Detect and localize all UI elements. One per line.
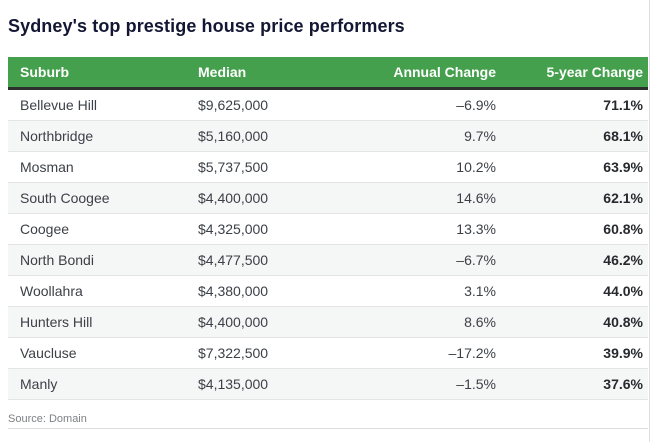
- annual-change-cell: 3.1%: [368, 275, 508, 307]
- table-row: Hunters Hill $4,400,000 8.6% 40.8%: [8, 306, 648, 338]
- table-row: Bellevue Hill $9,625,000 –6.9% 71.1%: [8, 88, 648, 121]
- median-cell: $4,477,500: [186, 244, 368, 276]
- annual-change-cell: –17.2%: [368, 337, 508, 369]
- table-row: Vaucluse $7,322,500 –17.2% 39.9%: [8, 337, 648, 369]
- table-row: North Bondi $4,477,500 –6.7% 46.2%: [8, 244, 648, 276]
- table-row: Mosman $5,737,500 10.2% 63.9%: [8, 151, 648, 183]
- five-year-change-cell: 44.0%: [508, 275, 648, 307]
- suburb-cell: Mosman: [8, 151, 186, 183]
- table-row: Coogee $4,325,000 13.3% 60.8%: [8, 213, 648, 245]
- annual-change-cell: 9.7%: [368, 120, 508, 152]
- median-cell: $4,325,000: [186, 213, 368, 245]
- five-year-change-cell: 60.8%: [508, 213, 648, 245]
- median-cell: $4,400,000: [186, 306, 368, 338]
- table-row: South Coogee $4,400,000 14.6% 62.1%: [8, 182, 648, 214]
- annual-change-cell: –1.5%: [368, 368, 508, 400]
- five-year-change-cell: 71.1%: [508, 88, 648, 121]
- median-cell: $4,135,000: [186, 368, 368, 400]
- price-table: Suburb Median Annual Change 5-year Chang…: [8, 57, 648, 400]
- page-title: Sydney's top prestige house price perfor…: [8, 16, 405, 36]
- source-note: Source: Domain: [8, 413, 87, 425]
- bottom-divider: [8, 428, 648, 429]
- five-year-change-cell: 68.1%: [508, 120, 648, 152]
- header-annual-change: Annual Change: [368, 57, 508, 90]
- suburb-cell: South Coogee: [8, 182, 186, 214]
- suburb-cell: Coogee: [8, 213, 186, 245]
- suburb-cell: North Bondi: [8, 244, 186, 276]
- header-five-year-change: 5-year Change: [508, 57, 648, 90]
- five-year-change-cell: 62.1%: [508, 182, 648, 214]
- right-edge-line: [649, 0, 650, 442]
- table-row: Woollahra $4,380,000 3.1% 44.0%: [8, 275, 648, 307]
- table-row: Northbridge $5,160,000 9.7% 68.1%: [8, 120, 648, 152]
- five-year-change-cell: 39.9%: [508, 337, 648, 369]
- table-header-row: Suburb Median Annual Change 5-year Chang…: [8, 57, 648, 90]
- median-cell: $5,160,000: [186, 120, 368, 152]
- annual-change-cell: –6.9%: [368, 88, 508, 121]
- five-year-change-cell: 63.9%: [508, 151, 648, 183]
- suburb-cell: Northbridge: [8, 120, 186, 152]
- header-median: Median: [186, 57, 368, 90]
- median-cell: $7,322,500: [186, 337, 368, 369]
- suburb-cell: Manly: [8, 368, 186, 400]
- annual-change-cell: 14.6%: [368, 182, 508, 214]
- median-cell: $9,625,000: [186, 88, 368, 121]
- annual-change-cell: –6.7%: [368, 244, 508, 276]
- annual-change-cell: 13.3%: [368, 213, 508, 245]
- five-year-change-cell: 37.6%: [508, 368, 648, 400]
- five-year-change-cell: 46.2%: [508, 244, 648, 276]
- header-suburb: Suburb: [8, 57, 186, 90]
- suburb-cell: Vaucluse: [8, 337, 186, 369]
- suburb-cell: Woollahra: [8, 275, 186, 307]
- suburb-cell: Bellevue Hill: [8, 88, 186, 121]
- suburb-cell: Hunters Hill: [8, 306, 186, 338]
- annual-change-cell: 8.6%: [368, 306, 508, 338]
- median-cell: $5,737,500: [186, 151, 368, 183]
- five-year-change-cell: 40.8%: [508, 306, 648, 338]
- annual-change-cell: 10.2%: [368, 151, 508, 183]
- table-row: Manly $4,135,000 –1.5% 37.6%: [8, 368, 648, 400]
- median-cell: $4,400,000: [186, 182, 368, 214]
- median-cell: $4,380,000: [186, 275, 368, 307]
